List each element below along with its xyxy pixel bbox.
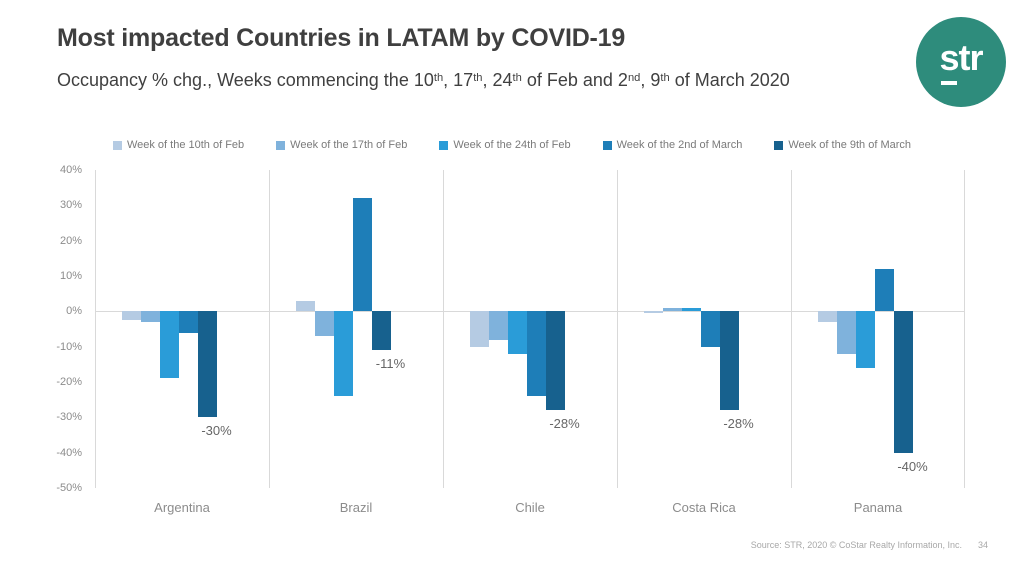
category-separator-line — [443, 170, 444, 488]
legend-label: Week of the 2nd of March — [616, 139, 743, 151]
legend-item-week5: Week of the 9th of March — [774, 139, 911, 151]
y-axis: 40% 30% 20% 10% 0% -10% -20% -30% -40% -50% — [30, 164, 85, 494]
subtitle-text: , 24 — [482, 70, 513, 90]
y-tick-label: -30% — [56, 411, 82, 424]
chart-legend: Week of the 10th of Feb Week of the 17th … — [0, 139, 1024, 151]
bar-argentina-week5 — [198, 311, 217, 418]
bar-brazil-week5 — [372, 311, 391, 351]
x-axis-label-brazil: Brazil — [339, 500, 373, 515]
bar-costa-rica-week3 — [682, 307, 701, 312]
legend-swatch-icon — [112, 140, 122, 150]
legend-item-week3: Week of the 24th of Feb — [439, 139, 571, 151]
subtitle-text: of March 2020 — [669, 70, 790, 90]
data-label-costa-rica: -28% — [723, 416, 754, 432]
x-axis-label-panama: Panama — [853, 500, 903, 515]
legend-label: Week of the 24th of Feb — [453, 139, 571, 151]
x-axis-label-chile: Chile — [515, 500, 545, 515]
legend-item-week4: Week of the 2nd of March — [602, 139, 743, 151]
subtitle-superscript: th — [473, 71, 483, 84]
subtitle-superscript: th — [660, 71, 670, 84]
bar-argentina-week4 — [179, 311, 198, 333]
bar-brazil-week4 — [353, 198, 372, 312]
bar-chile-week1 — [470, 311, 489, 347]
category-separator-line — [269, 170, 270, 488]
plot-area: -30% Argentina -11% Brazil -28% Chile -28% Cost… — [95, 170, 965, 515]
bar-argentina-week3 — [160, 311, 179, 379]
bar-argentina-week1 — [122, 311, 141, 321]
y-tick-label: 10% — [59, 270, 82, 282]
subtitle-text: , 9 — [640, 70, 661, 90]
y-tick-label: -20% — [56, 376, 82, 388]
data-label-argentina: -30% — [201, 423, 232, 439]
bar-costa-rica-week4 — [701, 311, 720, 347]
legend-label: Week of the 10th of Feb — [126, 139, 245, 151]
str-logo: str — [916, 17, 1006, 107]
bar-panama-week1 — [818, 311, 837, 322]
legend-item-week2: Week of the 17th of Feb — [276, 139, 407, 151]
bar-panama-week5 — [894, 311, 913, 453]
y-tick-label: -50% — [56, 482, 82, 494]
data-label-panama: -40% — [897, 458, 928, 474]
bar-chile-week2 — [489, 311, 508, 340]
bar-panama-week2 — [837, 311, 856, 354]
bar-panama-week3 — [856, 311, 875, 368]
data-label-brazil: -11% — [375, 356, 406, 372]
data-label-chile: -28% — [549, 416, 580, 432]
str-logo-text: str — [939, 37, 983, 78]
str-logo-underline-icon — [941, 81, 957, 85]
legend-item-week1: Week of the 10th of Feb — [112, 139, 245, 151]
y-tick-label: -10% — [56, 340, 82, 353]
y-tick-label: 0% — [66, 305, 82, 318]
subtitle-superscript: th — [433, 71, 444, 84]
page-number: 34 — [977, 540, 988, 550]
category-separator-line — [791, 170, 792, 488]
y-tick-label: 40% — [59, 164, 82, 176]
bar-chile-week4 — [527, 311, 546, 397]
subtitle-superscript: th — [512, 71, 522, 84]
category-separator-line — [964, 170, 965, 488]
y-tick-label: 30% — [59, 199, 82, 212]
legend-label: Week of the 17th of Feb — [290, 139, 408, 151]
bar-chile-week5 — [546, 311, 565, 411]
y-axis-line — [95, 170, 96, 488]
footer: Source: STR, 2020 © CoStar Realty Inform… — [751, 540, 988, 550]
category-separator-line — [617, 170, 618, 488]
bar-costa-rica-week5 — [720, 311, 739, 411]
legend-label: Week of the 9th of March — [788, 139, 912, 151]
bar-panama-week4 — [875, 268, 894, 312]
legend-swatch-icon — [774, 140, 784, 150]
y-tick-label: -40% — [56, 446, 82, 459]
subtitle-text: Occupancy % chg., Weeks commencing the 1… — [57, 70, 434, 90]
page-subtitle: Occupancy % chg., Weeks commencing the 1… — [57, 70, 790, 91]
legend-swatch-icon — [602, 140, 612, 150]
x-axis-label-costa-rica: Costa Rica — [672, 500, 736, 515]
subtitle-superscript: nd — [627, 71, 641, 84]
page-title: Most impacted Countries in LATAM by COVI… — [57, 24, 626, 52]
legend-swatch-icon — [439, 140, 449, 150]
bar-chile-week3 — [508, 311, 527, 354]
legend-swatch-icon — [276, 140, 286, 150]
subtitle-text: , 17 — [443, 70, 474, 90]
bar-argentina-week2 — [141, 311, 160, 322]
bar-costa-rica-week2 — [663, 307, 682, 312]
bar-brazil-week2 — [315, 311, 334, 337]
bar-costa-rica-week1 — [644, 311, 663, 314]
x-axis-label-argentina: Argentina — [154, 500, 210, 515]
y-tick-label: 20% — [59, 234, 82, 247]
subtitle-text: of Feb and 2 — [521, 70, 628, 90]
bar-brazil-week1 — [296, 300, 315, 312]
source-text: Source: STR, 2020 © CoStar Realty Inform… — [750, 540, 962, 550]
bar-brazil-week3 — [334, 311, 353, 397]
